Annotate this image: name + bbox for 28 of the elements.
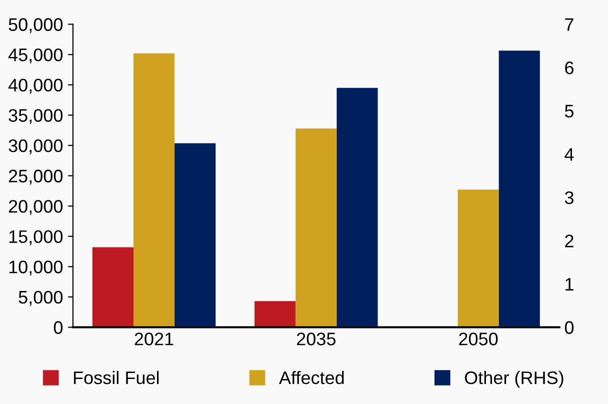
y2-tick-label: 7 (565, 18, 574, 31)
y-tick-label: 25,000 (8, 170, 63, 185)
legend-label: Affected (279, 370, 344, 384)
y2-tick-label: 0 (564, 321, 574, 334)
y-tick-label: 5,000 (18, 290, 63, 306)
y2-tick-label: 2 (565, 234, 574, 248)
y-tick-label: 30,000 (8, 139, 63, 154)
x-tick-label: 2021 (134, 332, 174, 346)
y-tick-label: 35,000 (8, 109, 63, 124)
y-tick-label: 20,000 (8, 200, 63, 215)
x-tick-label: 2050 (459, 332, 498, 346)
y2-tick-label: 4 (564, 148, 574, 161)
y-tick-label: 40,000 (8, 78, 63, 94)
y-tick-label: 10,000 (9, 260, 63, 276)
bar (92, 247, 134, 328)
y-tick-label: 0 (54, 321, 63, 334)
y2-tick-label: 3 (564, 191, 574, 204)
bar (498, 50, 540, 328)
legend-label: Fossil Fuel (74, 370, 159, 384)
y-tick-label: 50,000 (8, 18, 63, 34)
y2-tick-label: 5 (564, 104, 574, 118)
y-tick-label: 15,000 (9, 230, 63, 246)
y-tick-label: 45,000 (8, 48, 63, 64)
y2-tick-label: 6 (565, 61, 574, 74)
legend-label: Other (RHS) (464, 370, 564, 388)
x-tick-label: 2035 (296, 332, 336, 346)
y2-tick-label: 1 (566, 278, 574, 290)
bar (254, 301, 296, 328)
